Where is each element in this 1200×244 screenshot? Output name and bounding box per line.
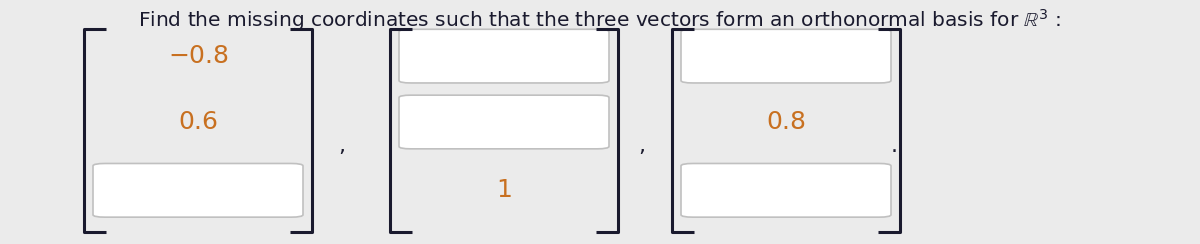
- Text: .: .: [890, 136, 898, 156]
- FancyBboxPatch shape: [682, 163, 890, 217]
- FancyBboxPatch shape: [682, 29, 890, 83]
- Text: $0.6$: $0.6$: [178, 110, 218, 134]
- FancyBboxPatch shape: [398, 95, 608, 149]
- FancyBboxPatch shape: [398, 29, 608, 83]
- FancyBboxPatch shape: [94, 163, 302, 217]
- Text: $-0.8$: $-0.8$: [168, 44, 228, 68]
- Text: ,: ,: [338, 136, 346, 156]
- Text: ,: ,: [638, 136, 646, 156]
- Text: $0.8$: $0.8$: [767, 110, 805, 134]
- Text: $1$: $1$: [496, 178, 512, 202]
- Text: Find the missing coordinates such that the three vectors form an orthonormal bas: Find the missing coordinates such that t…: [138, 7, 1062, 33]
